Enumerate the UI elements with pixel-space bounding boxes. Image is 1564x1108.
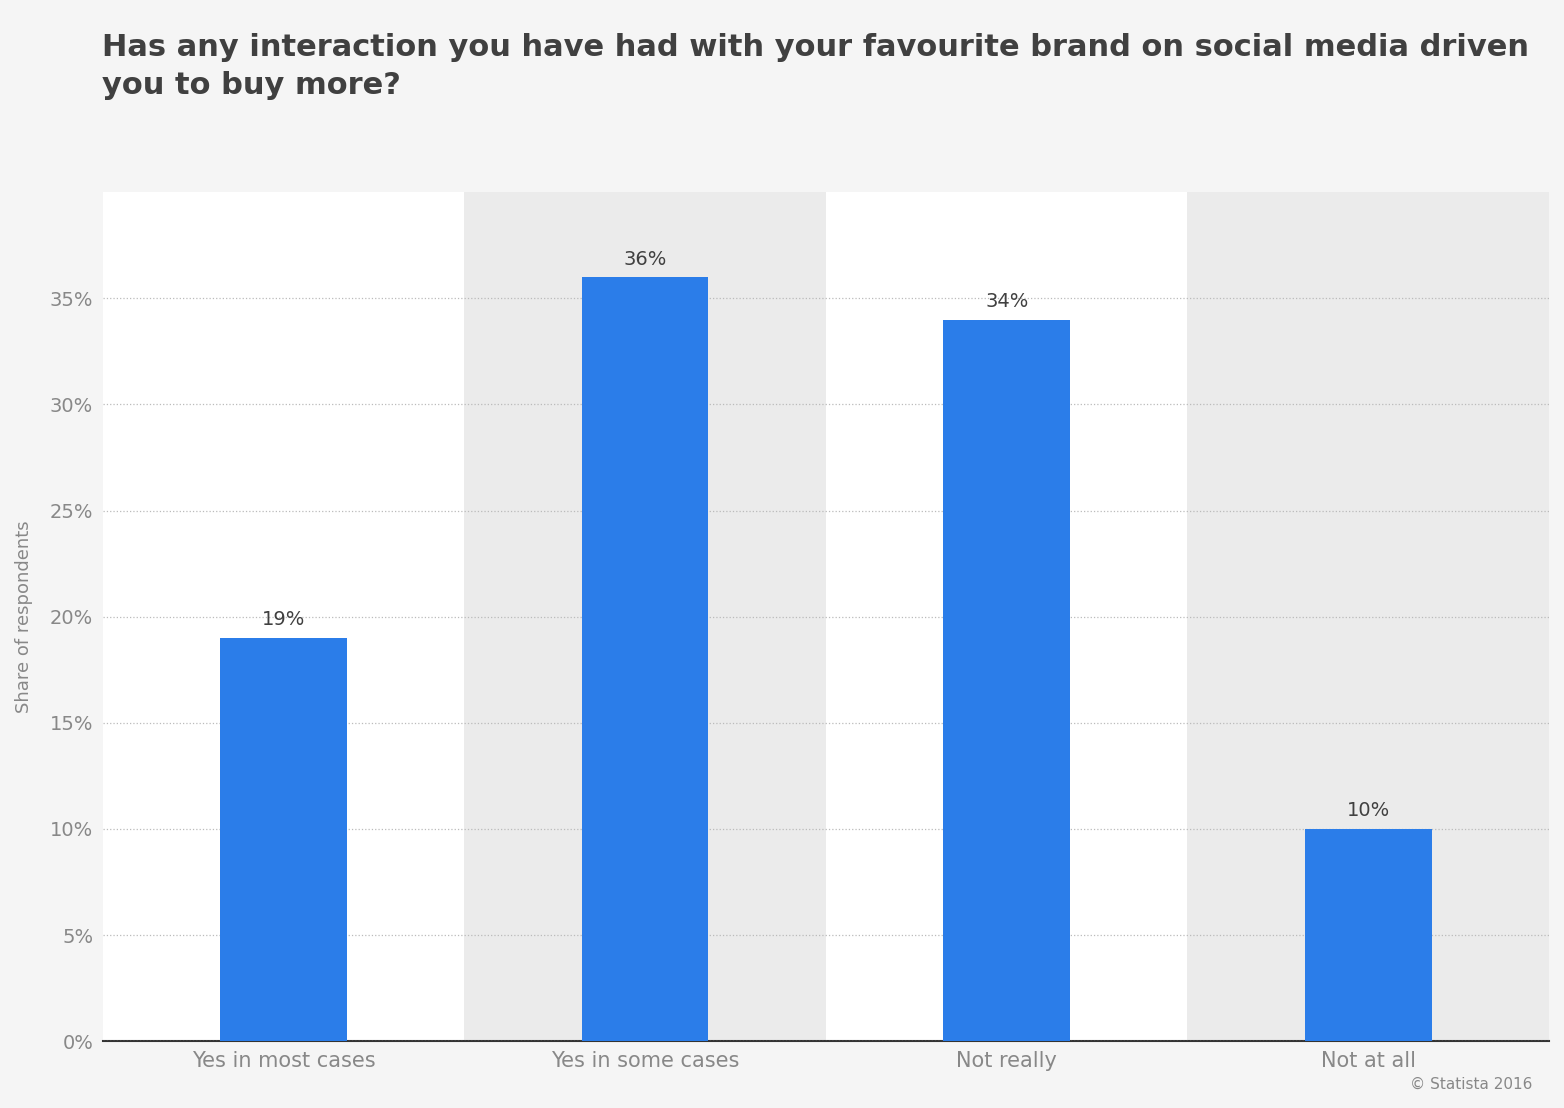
Bar xyxy=(221,638,347,1042)
Text: Has any interaction you have had with your favourite brand on social media drive: Has any interaction you have had with yo… xyxy=(102,33,1528,101)
Text: 19%: 19% xyxy=(261,611,305,629)
Bar xyxy=(465,193,826,1042)
Y-axis label: Share of respondents: Share of respondents xyxy=(16,521,33,714)
Bar xyxy=(1187,193,1548,1042)
Bar xyxy=(1304,829,1431,1042)
Text: 34%: 34% xyxy=(985,293,1029,311)
Text: 10%: 10% xyxy=(1347,801,1390,820)
Text: © Statista 2016: © Statista 2016 xyxy=(1411,1076,1533,1091)
Bar xyxy=(943,319,1070,1042)
Text: 36%: 36% xyxy=(624,249,666,268)
Bar xyxy=(582,277,708,1042)
